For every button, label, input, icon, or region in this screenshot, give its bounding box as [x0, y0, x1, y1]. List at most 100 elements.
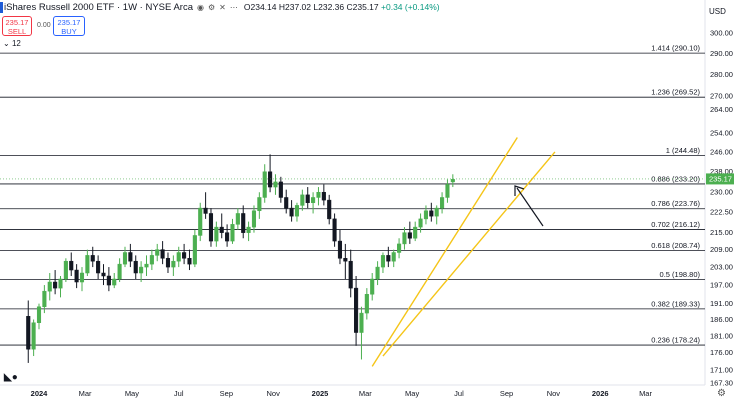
ohlc-change: +0.34 (+0.14%) — [381, 2, 440, 12]
indicators-toggle[interactable]: ⌄ 12 — [3, 39, 21, 48]
fib-level-label: 0.236 (178.24) — [651, 336, 700, 345]
candle-body — [268, 171, 273, 188]
candle-body — [171, 260, 176, 268]
more-icon[interactable]: ⋯ — [229, 2, 238, 12]
sell-label: SELL — [7, 27, 27, 36]
spread-value: 0.00 — [37, 22, 51, 29]
candle-body — [214, 226, 219, 242]
candle-body — [364, 294, 369, 314]
eye-icon[interactable]: ◉ — [197, 2, 204, 12]
sell-button[interactable]: 235.17 SELL — [2, 16, 32, 36]
candle-body — [316, 191, 321, 198]
fib-level-label: 1 (244.48) — [666, 146, 701, 155]
price-tick-label: 203.00 — [710, 263, 733, 272]
price-tick-label: 215.00 — [710, 228, 733, 237]
candle-body — [402, 232, 407, 245]
price-tick-label: 222.50 — [710, 208, 733, 217]
candle-body — [386, 255, 391, 262]
time-axis[interactable]: 2024 Mar May Jul Sep Nov 2025 Mar May Jul Sep Nov 20… — [31, 389, 653, 398]
candle-body — [112, 278, 117, 286]
sell-price: 235.17 — [5, 18, 29, 27]
candle-body — [289, 207, 294, 217]
candle-body — [450, 179, 455, 183]
candle-body — [203, 207, 208, 214]
candle-body — [348, 260, 353, 289]
candle-body — [117, 263, 122, 280]
candle-body — [370, 278, 375, 295]
candle-body — [337, 240, 343, 259]
candle-body — [407, 232, 412, 239]
channel-line — [371, 137, 518, 367]
price-tick-label: 246.00 — [710, 147, 733, 156]
candle-body — [413, 226, 418, 239]
candle-body — [380, 255, 386, 268]
time-tick-label: May — [405, 389, 419, 398]
candle-body — [139, 266, 144, 274]
ohlc-high: H237.02 — [278, 2, 312, 12]
price-tick-label: 290.00 — [710, 49, 733, 58]
fib-level-label: 0.786 (223.76) — [651, 199, 700, 208]
fib-level-label: 1.414 (290.10) — [651, 44, 700, 53]
axis-settings-icon[interactable]: ⚙ — [717, 388, 726, 399]
candle-body — [327, 199, 332, 220]
price-tick-label: 167.30 — [710, 379, 733, 388]
price-tick-label: 230.00 — [710, 188, 733, 197]
candle-body — [96, 260, 101, 274]
candle-body — [63, 260, 68, 280]
candle-body — [182, 252, 187, 259]
candle-body — [101, 272, 106, 277]
candle-body — [311, 197, 316, 204]
candle-body — [262, 171, 267, 198]
candle-body — [165, 258, 171, 268]
candle-body — [354, 287, 359, 333]
candles — [26, 154, 455, 363]
trend-channel[interactable] — [371, 137, 556, 367]
candle-body — [423, 210, 429, 220]
candle-body — [445, 184, 450, 198]
currency-label[interactable]: USD — [709, 7, 726, 16]
close-icon[interactable]: ✕ — [219, 2, 226, 12]
price-tick-label: 300.00 — [710, 29, 733, 38]
ohlc-readout: O234.14 H237.02 L232.36 C235.17 +0.34 (+… — [244, 2, 440, 12]
buy-button[interactable]: 235.17 BUY — [53, 16, 85, 36]
symbol-title[interactable]: iShares Russell 2000 ETF · 1W · NYSE Arc… — [4, 1, 194, 13]
time-tick-label: Nov — [547, 389, 561, 398]
candle-body — [42, 290, 47, 307]
ohlc-low: L232.36 — [313, 2, 345, 12]
price-tick-label: 254.00 — [710, 128, 733, 137]
tradingview-logo-icon[interactable]: ◣● — [4, 372, 18, 383]
candle-body — [144, 263, 149, 268]
candle-body — [69, 260, 74, 271]
time-tick-label: Mar — [79, 389, 92, 398]
time-tick-label: 2026 — [592, 389, 609, 398]
candle-body — [74, 269, 79, 283]
candle-body — [36, 306, 42, 323]
time-tick-label: 2024 — [31, 389, 49, 398]
candle-body — [241, 213, 246, 233]
fib-level-label: 0.382 (189.33) — [651, 299, 700, 308]
candle-body — [397, 243, 402, 253]
candle-body — [192, 235, 197, 265]
arrow-shaft — [516, 187, 544, 227]
price-tick-label: 176.00 — [710, 348, 733, 357]
time-tick-label: Sep — [220, 389, 233, 398]
candle-body — [391, 252, 396, 262]
candle-body — [257, 197, 262, 212]
last-price-tag — [706, 173, 734, 185]
settings-icon[interactable]: ⚙ — [208, 2, 216, 12]
candle-body — [198, 207, 203, 236]
candle-body — [273, 181, 278, 188]
indicator-count: 12 — [11, 39, 21, 48]
candle-body — [176, 252, 181, 262]
candle-body — [90, 255, 95, 262]
price-tick-label: 181.00 — [710, 331, 733, 340]
price-tick-label: 171.00 — [710, 365, 733, 374]
candle-body — [359, 312, 364, 333]
candle-body — [246, 226, 251, 233]
ohlc-open: O234.14 — [243, 2, 277, 12]
time-tick-label: May — [125, 389, 139, 398]
candle-body — [225, 232, 230, 242]
price-axis[interactable]: 300.00 290.00 280.00 270.00 264.00 254.00 246.… — [0, 29, 734, 388]
candle-body — [251, 210, 257, 228]
